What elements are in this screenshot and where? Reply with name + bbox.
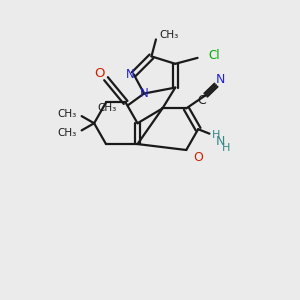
Text: CH₃: CH₃: [159, 30, 178, 40]
Text: N: N: [126, 68, 134, 81]
Text: Cl: Cl: [208, 49, 220, 62]
Text: H: H: [212, 130, 220, 140]
Text: N: N: [216, 135, 225, 148]
Text: O: O: [94, 67, 105, 80]
Text: CH₃: CH₃: [97, 103, 116, 113]
Text: O: O: [193, 151, 203, 164]
Text: N: N: [140, 87, 148, 100]
Text: CH₃: CH₃: [57, 128, 76, 138]
Text: H: H: [222, 143, 230, 153]
Text: N: N: [216, 74, 225, 86]
Text: CH₃: CH₃: [57, 109, 76, 119]
Text: C: C: [197, 94, 206, 107]
